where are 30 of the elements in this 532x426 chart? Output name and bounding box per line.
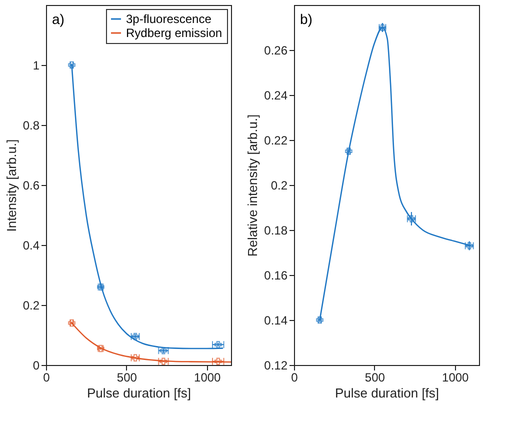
x-tick-label: 1000 (442, 370, 470, 384)
annotation: a) (52, 11, 64, 27)
y-tick-label: 0.2 (22, 298, 40, 312)
y-tick-label: 0.6 (22, 178, 40, 192)
y-tick-label: 0.16 (264, 268, 288, 282)
y-tick-label: 0.14 (264, 314, 288, 328)
y-tick-label: 0.4 (22, 238, 40, 252)
y-axis-title: Intensity [arb.u.] (4, 139, 19, 232)
y-tick-label: 0.18 (264, 224, 288, 238)
x-axis-title: Pulse duration [fs] (334, 386, 440, 400)
x-tick-label: 0 (291, 370, 298, 384)
legend-label: Rydberg emission (126, 26, 222, 40)
y-tick-label: 0.2 (270, 178, 288, 192)
point (214, 340, 222, 348)
y-tick-label: 1 (32, 58, 40, 72)
legend-label: 3p-fluorescence (126, 12, 212, 26)
point (214, 358, 222, 366)
x-tick-label: 500 (116, 370, 138, 384)
y-tick-label: 0.22 (264, 134, 288, 148)
y-tick-label: 0 (32, 358, 40, 372)
y-tick-label: 0.24 (264, 88, 288, 102)
y-tick-label: 0.8 (22, 118, 40, 132)
x-tick-label: 1000 (194, 370, 222, 384)
y-tick-label: 0.26 (264, 44, 288, 58)
x-axis-title: Pulse duration [fs] (86, 386, 192, 400)
annotation: b) (300, 11, 312, 27)
y-tick-label: 0.12 (264, 358, 288, 372)
y-axis-title: Relative intensity [arb.u.] (245, 114, 260, 257)
x-tick-label: 0 (43, 370, 50, 384)
x-tick-label: 500 (364, 370, 386, 384)
